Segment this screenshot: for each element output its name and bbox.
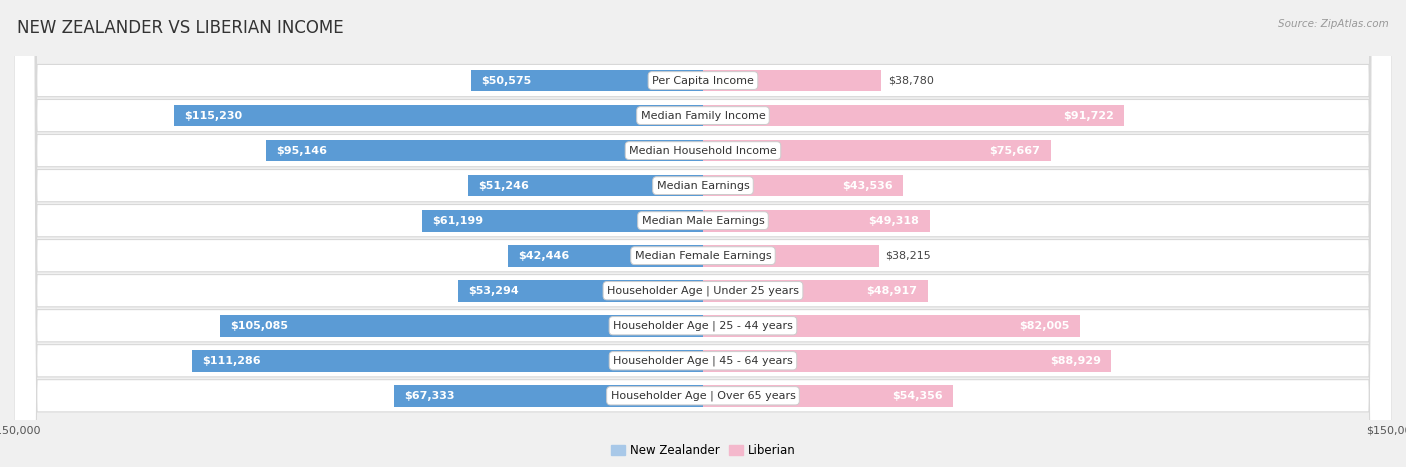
- FancyBboxPatch shape: [14, 0, 1392, 467]
- Bar: [703, 210, 929, 232]
- Bar: [266, 140, 703, 162]
- Bar: [191, 350, 703, 372]
- Bar: [703, 245, 879, 267]
- Text: $51,246: $51,246: [478, 181, 529, 191]
- FancyBboxPatch shape: [14, 0, 1392, 467]
- Text: NEW ZEALANDER VS LIBERIAN INCOME: NEW ZEALANDER VS LIBERIAN INCOME: [17, 19, 343, 37]
- Text: $95,146: $95,146: [277, 146, 328, 156]
- Legend: New Zealander, Liberian: New Zealander, Liberian: [606, 439, 800, 462]
- Text: Median Household Income: Median Household Income: [628, 146, 778, 156]
- Text: $54,356: $54,356: [891, 391, 942, 401]
- Bar: [703, 70, 882, 92]
- FancyBboxPatch shape: [14, 0, 1392, 467]
- Bar: [703, 315, 1080, 337]
- FancyBboxPatch shape: [14, 0, 1392, 467]
- FancyBboxPatch shape: [14, 0, 1392, 467]
- FancyBboxPatch shape: [14, 0, 1392, 467]
- Bar: [471, 70, 703, 92]
- Text: Householder Age | Over 65 years: Householder Age | Over 65 years: [610, 390, 796, 401]
- Bar: [394, 385, 703, 407]
- Text: $91,722: $91,722: [1063, 111, 1114, 120]
- Text: Median Male Earnings: Median Male Earnings: [641, 216, 765, 226]
- Text: $88,929: $88,929: [1050, 356, 1101, 366]
- Text: $48,917: $48,917: [866, 286, 917, 296]
- Bar: [703, 350, 1112, 372]
- Text: $42,446: $42,446: [519, 251, 569, 261]
- Text: $53,294: $53,294: [468, 286, 519, 296]
- Bar: [703, 105, 1125, 127]
- Bar: [422, 210, 703, 232]
- Text: Householder Age | Under 25 years: Householder Age | Under 25 years: [607, 285, 799, 296]
- FancyBboxPatch shape: [14, 0, 1392, 467]
- Text: $105,085: $105,085: [231, 321, 288, 331]
- Bar: [703, 140, 1050, 162]
- Bar: [221, 315, 703, 337]
- Text: $43,536: $43,536: [842, 181, 893, 191]
- FancyBboxPatch shape: [14, 0, 1392, 467]
- Text: $38,780: $38,780: [889, 76, 934, 85]
- Text: Source: ZipAtlas.com: Source: ZipAtlas.com: [1278, 19, 1389, 28]
- Bar: [703, 280, 928, 302]
- Text: $61,199: $61,199: [432, 216, 484, 226]
- Text: $82,005: $82,005: [1019, 321, 1070, 331]
- Text: $115,230: $115,230: [184, 111, 242, 120]
- Bar: [703, 385, 953, 407]
- Text: $49,318: $49,318: [869, 216, 920, 226]
- Text: Median Female Earnings: Median Female Earnings: [634, 251, 772, 261]
- Text: Per Capita Income: Per Capita Income: [652, 76, 754, 85]
- Bar: [468, 175, 703, 197]
- Text: $67,333: $67,333: [404, 391, 454, 401]
- Text: Median Earnings: Median Earnings: [657, 181, 749, 191]
- Text: $38,215: $38,215: [886, 251, 931, 261]
- Bar: [458, 280, 703, 302]
- Text: Median Family Income: Median Family Income: [641, 111, 765, 120]
- Text: Householder Age | 45 - 64 years: Householder Age | 45 - 64 years: [613, 355, 793, 366]
- Text: $75,667: $75,667: [990, 146, 1040, 156]
- Bar: [508, 245, 703, 267]
- FancyBboxPatch shape: [14, 0, 1392, 467]
- Bar: [703, 175, 903, 197]
- Text: Householder Age | 25 - 44 years: Householder Age | 25 - 44 years: [613, 320, 793, 331]
- Text: $111,286: $111,286: [202, 356, 262, 366]
- FancyBboxPatch shape: [14, 0, 1392, 467]
- Text: $50,575: $50,575: [481, 76, 531, 85]
- Bar: [174, 105, 703, 127]
